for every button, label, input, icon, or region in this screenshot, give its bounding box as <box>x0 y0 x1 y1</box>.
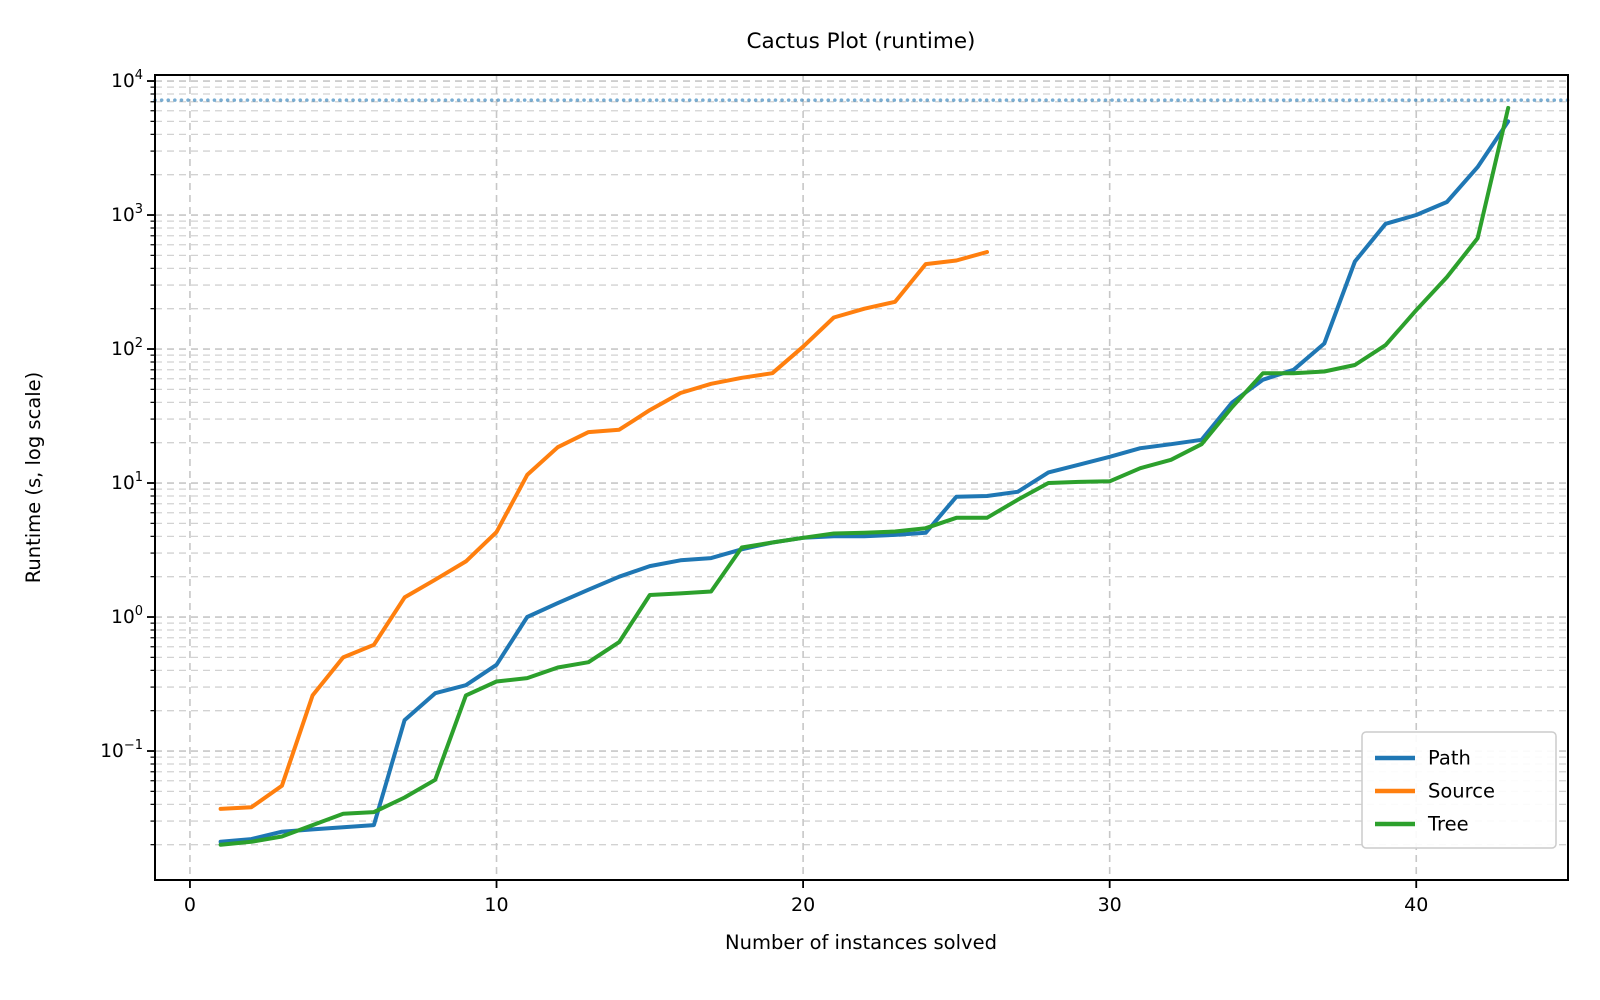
minor-gridlines <box>155 86 1568 846</box>
legend-label-tree: Tree <box>1427 813 1469 836</box>
legend: Path Source Tree <box>1361 731 1557 849</box>
axes-frame <box>154 74 1569 881</box>
y-tick-label: 102 <box>111 336 143 360</box>
x-tick-label: 20 <box>791 894 815 916</box>
legend-box <box>1361 731 1557 849</box>
y-tick-label: 10−1 <box>100 738 143 762</box>
axis-ticks <box>147 80 1418 888</box>
y-tick-label: 104 <box>111 68 143 92</box>
x-tick-label: 10 <box>484 894 508 916</box>
y-axis-label: Runtime (s, log scale) <box>22 372 45 584</box>
line-path <box>218 119 1511 844</box>
y-tick-label: 101 <box>111 470 143 494</box>
x-tick-label: 40 <box>1404 894 1428 916</box>
x-axis-label: Number of instances solved <box>725 931 997 954</box>
y-tick-label: 103 <box>111 202 143 226</box>
legend-label-source: Source <box>1428 780 1495 803</box>
series-lines <box>218 105 1511 847</box>
x-tick-label: 30 <box>1098 894 1122 916</box>
major-gridlines <box>155 75 1568 880</box>
line-source <box>218 250 989 811</box>
chart-title: Cactus Plot (runtime) <box>747 29 976 54</box>
line-tree <box>218 105 1511 847</box>
y-tick-label: 100 <box>111 604 143 628</box>
plot-frame <box>154 74 1569 881</box>
legend-label-path: Path <box>1428 747 1471 770</box>
x-tick-labels: 0 10 20 30 40 <box>184 894 1428 916</box>
y-tick-labels: 104 103 102 101 100 10−1 <box>100 68 143 762</box>
x-tick-label: 0 <box>184 894 196 916</box>
